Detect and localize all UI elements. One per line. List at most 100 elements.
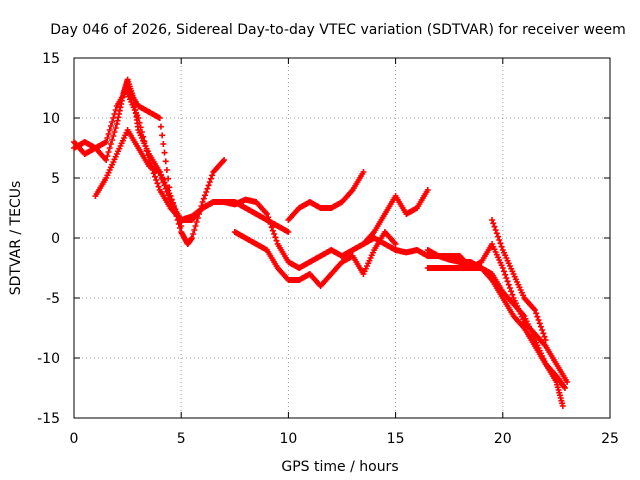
data-point (149, 167, 156, 173)
data-point (163, 167, 170, 173)
data-point (534, 313, 541, 320)
data-point (205, 182, 212, 189)
data-point (188, 235, 195, 241)
data-point (155, 183, 162, 190)
data-point (169, 199, 176, 206)
y-tick-label: 0 (51, 231, 60, 247)
y-tick-label: 5 (51, 171, 60, 187)
data-point (537, 323, 544, 330)
data-point (147, 160, 154, 167)
grid (74, 58, 610, 418)
data-point (167, 193, 174, 199)
data-point (162, 158, 169, 165)
data-point (105, 149, 112, 155)
data-point (542, 337, 549, 343)
data-point (200, 195, 207, 202)
data-point (535, 317, 542, 323)
data-point (533, 310, 540, 317)
data-point (104, 135, 111, 141)
x-tick-label: 5 (177, 431, 186, 447)
data-point (160, 141, 167, 147)
data-point (105, 131, 112, 137)
chart-title: Day 046 of 2026, Sidereal Day-to-day VTE… (50, 22, 626, 38)
data-point (209, 172, 216, 179)
data-point (111, 111, 118, 117)
x-tick-label: 15 (387, 431, 405, 447)
y-tick-label: -15 (37, 411, 60, 427)
data-point (193, 219, 200, 225)
data-point (165, 175, 172, 182)
data-point (207, 175, 214, 182)
data-point (110, 133, 117, 139)
series-track-5 (231, 229, 399, 289)
data-point (137, 124, 144, 131)
data-point (541, 333, 548, 340)
data-point (499, 265, 506, 271)
data-point (141, 138, 148, 145)
x-tick-label: 20 (494, 431, 512, 447)
data-point (503, 275, 510, 281)
data-point (504, 278, 511, 285)
data-point (159, 132, 166, 139)
data-point (104, 153, 111, 159)
data-point (161, 149, 168, 156)
data-point (490, 220, 497, 227)
series-track-4 (124, 91, 292, 235)
data-point (106, 145, 113, 151)
data-point (491, 223, 498, 230)
data-point (492, 227, 499, 233)
data-point (561, 385, 568, 391)
y-tick-label: 10 (42, 111, 60, 127)
data-point (221, 157, 228, 163)
data-point (107, 141, 114, 147)
data-point (157, 123, 164, 130)
data-point (192, 223, 199, 229)
data-point (509, 291, 516, 298)
data-point (110, 115, 117, 121)
data-point (272, 234, 279, 241)
data-point (204, 185, 211, 192)
data-point (502, 271, 509, 278)
data-point (168, 196, 175, 203)
data-point (154, 180, 161, 187)
data-point (153, 177, 160, 183)
data-point (142, 143, 149, 149)
y-tick-label: -10 (37, 351, 60, 367)
data-point (140, 133, 147, 140)
data-point (151, 173, 158, 180)
data-point (103, 157, 110, 163)
data-point (109, 119, 116, 125)
data-point (495, 233, 502, 240)
data-point (564, 379, 571, 385)
data-point (103, 139, 110, 145)
data-point (508, 288, 515, 295)
x-tick-label: 10 (279, 431, 297, 447)
data-point (191, 227, 198, 233)
data-point (497, 240, 504, 247)
ticks (73, 57, 611, 419)
data-point (505, 281, 512, 288)
data-point (360, 169, 367, 175)
data-point (498, 243, 505, 250)
data-point (539, 327, 546, 333)
data-point (496, 237, 503, 243)
series-track-2 (71, 85, 228, 247)
y-tick-label: -5 (46, 291, 60, 307)
data-point (203, 189, 210, 195)
data-point (144, 152, 151, 159)
data-point (424, 187, 431, 193)
data-point (112, 107, 119, 113)
data-point (506, 285, 513, 291)
y-axis-label: SDTVAR / TECUs (8, 181, 24, 296)
data-point (285, 229, 292, 235)
data-points (71, 76, 571, 409)
data-point (536, 320, 543, 327)
data-point (269, 227, 276, 234)
data-point (148, 163, 155, 170)
data-point (111, 129, 118, 135)
data-point (146, 157, 153, 163)
data-point (489, 217, 496, 223)
data-point (271, 231, 278, 237)
